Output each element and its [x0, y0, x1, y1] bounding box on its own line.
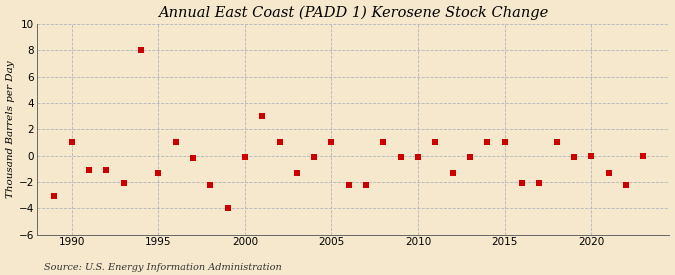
Point	[292, 170, 302, 175]
Point	[465, 155, 476, 159]
Point	[360, 182, 371, 187]
Point	[49, 194, 59, 199]
Title: Annual East Coast (PADD 1) Kerosene Stock Change: Annual East Coast (PADD 1) Kerosene Stoc…	[158, 6, 548, 20]
Point	[308, 155, 319, 159]
Point	[188, 156, 198, 160]
Point	[66, 140, 77, 145]
Point	[638, 153, 649, 158]
Point	[448, 170, 458, 175]
Point	[326, 140, 337, 145]
Point	[274, 140, 285, 145]
Point	[136, 48, 146, 53]
Point	[551, 140, 562, 145]
Point	[101, 168, 111, 172]
Point	[344, 182, 354, 187]
Point	[118, 181, 129, 186]
Text: Source: U.S. Energy Information Administration: Source: U.S. Energy Information Administ…	[44, 263, 281, 272]
Point	[586, 153, 597, 158]
Point	[500, 140, 510, 145]
Point	[430, 140, 441, 145]
Point	[84, 168, 95, 172]
Point	[222, 206, 233, 211]
Point	[621, 182, 632, 187]
Point	[412, 155, 423, 159]
Point	[482, 140, 493, 145]
Point	[378, 140, 389, 145]
Point	[256, 114, 267, 118]
Point	[603, 170, 614, 175]
Point	[153, 170, 163, 175]
Point	[534, 181, 545, 186]
Point	[240, 155, 250, 159]
Point	[170, 140, 181, 145]
Point	[396, 155, 406, 159]
Point	[569, 155, 580, 159]
Point	[517, 181, 528, 186]
Y-axis label: Thousand Barrels per Day: Thousand Barrels per Day	[5, 60, 15, 198]
Point	[205, 182, 215, 187]
